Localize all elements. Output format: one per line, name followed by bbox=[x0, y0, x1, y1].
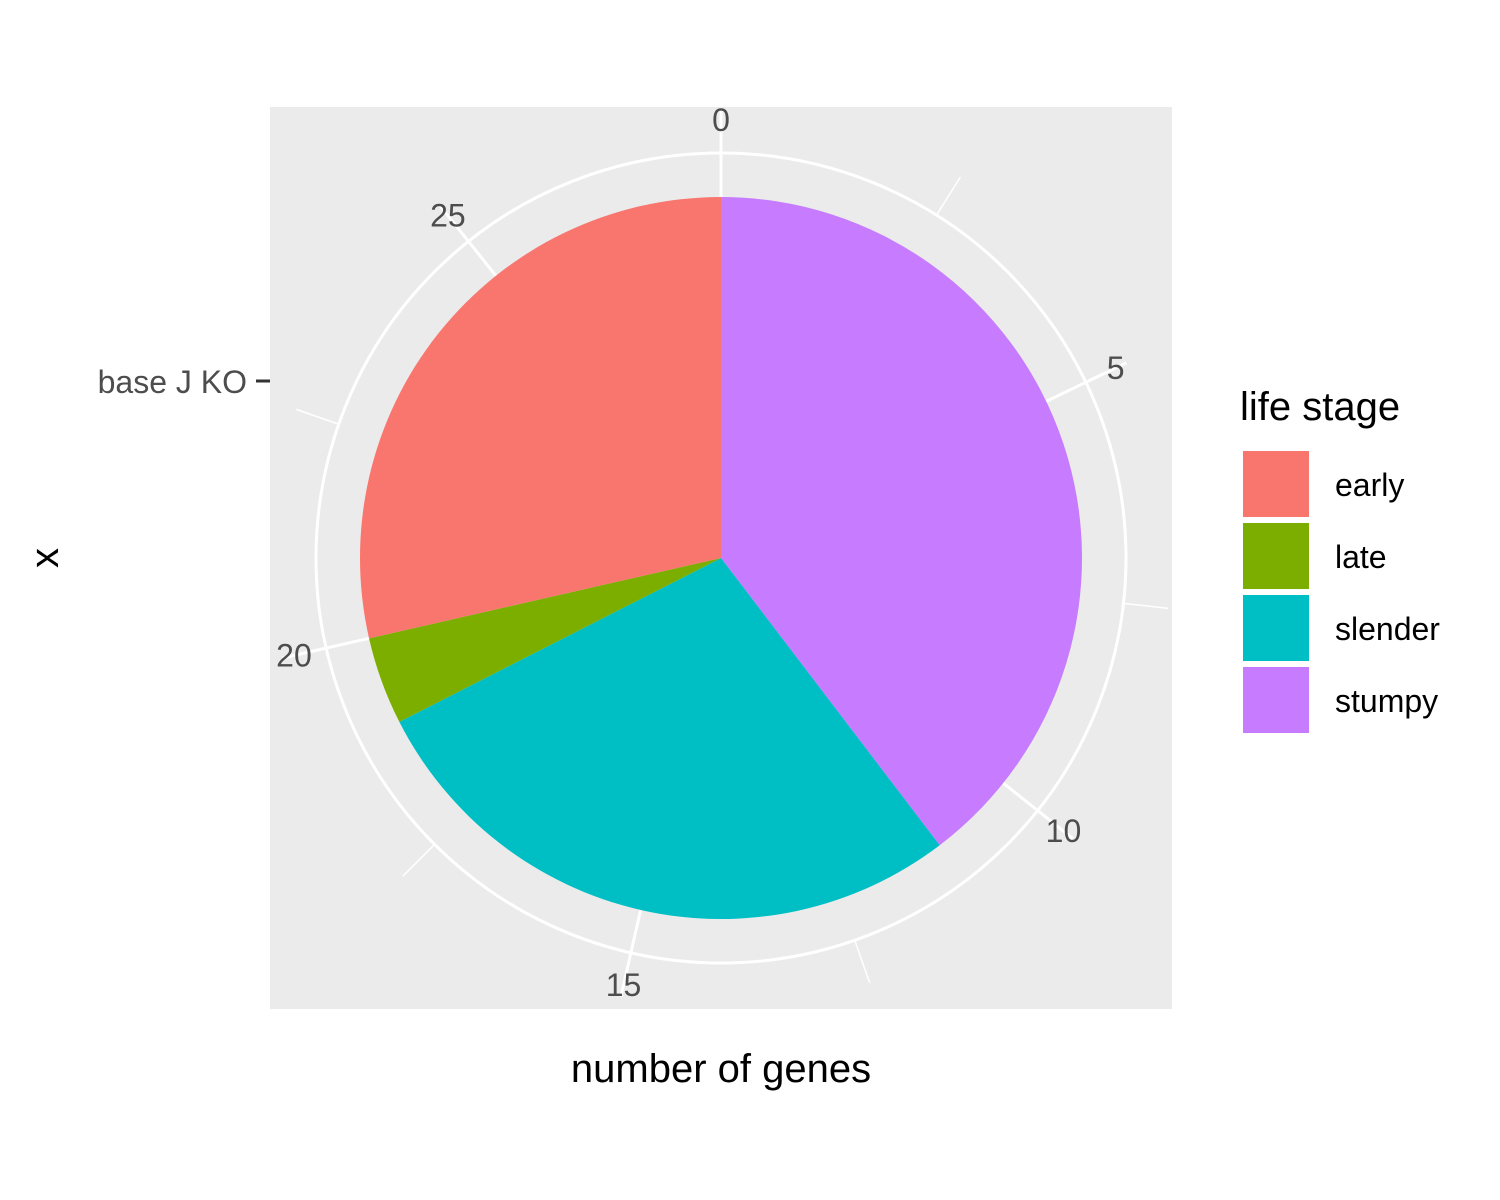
theta-tick-label: 20 bbox=[276, 637, 312, 673]
minor-gridline bbox=[1123, 602, 1169, 610]
theta-tick-label: 10 bbox=[1046, 813, 1082, 849]
theta-tick-label: 5 bbox=[1107, 350, 1125, 386]
theta-tick-label: 0 bbox=[712, 102, 730, 138]
theta-tick-label: 25 bbox=[430, 198, 466, 234]
major-gridline bbox=[1045, 361, 1128, 403]
slice-late bbox=[369, 558, 721, 722]
pie-slices bbox=[359, 197, 1082, 919]
major-gridline bbox=[619, 909, 643, 998]
minor-gridline bbox=[296, 408, 339, 425]
minor-gridline bbox=[854, 940, 871, 983]
minor-gridline bbox=[935, 176, 962, 216]
x-axis-title: number of genes bbox=[571, 1047, 871, 1091]
y-axis-title: x bbox=[23, 548, 67, 568]
slice-stumpy bbox=[721, 197, 1082, 846]
legend-items: early late slender stumpy bbox=[1243, 451, 1440, 733]
polar-grid bbox=[281, 108, 1169, 998]
minor-gridline bbox=[402, 843, 436, 877]
legend-label-slender: slender bbox=[1335, 611, 1440, 647]
major-gridline bbox=[1002, 781, 1074, 840]
major-gridline bbox=[439, 205, 498, 277]
major-gridline bbox=[281, 636, 370, 660]
legend-key-late bbox=[1243, 523, 1309, 589]
legend-label-early: early bbox=[1335, 467, 1404, 503]
category-tick-label: base J KO bbox=[98, 364, 247, 400]
slice-early bbox=[359, 197, 721, 639]
theta-tick-label: 15 bbox=[606, 967, 642, 1003]
legend-label-stumpy: stumpy bbox=[1335, 683, 1438, 719]
legend: life stage early late slender stumpy bbox=[1240, 385, 1440, 733]
legend-key-stumpy bbox=[1243, 667, 1309, 733]
slice-slender bbox=[399, 558, 940, 919]
legend-title: life stage bbox=[1240, 385, 1400, 429]
theta-tick-labels: 0 5 10 15 20 25 bbox=[276, 102, 1124, 1003]
legend-key-slender bbox=[1243, 595, 1309, 661]
legend-key-early bbox=[1243, 451, 1309, 517]
legend-label-late: late bbox=[1335, 539, 1387, 575]
